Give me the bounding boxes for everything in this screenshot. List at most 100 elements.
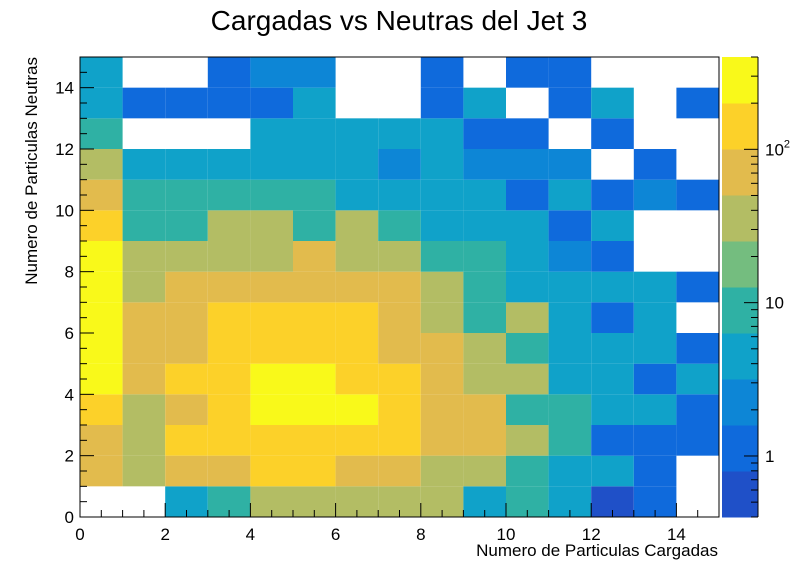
color-scale-segment: [722, 379, 758, 426]
heatmap-bin: [378, 455, 421, 487]
y-axis-ticks: 0 2 4 6 8 10 12 14: [55, 56, 94, 527]
heatmap-bin: [591, 455, 634, 487]
x-tick-label: 8: [416, 525, 425, 544]
heatmap-bin: [207, 57, 251, 88]
heatmap-bin: [548, 179, 592, 211]
heatmap-bin: [591, 118, 634, 149]
heatmap-bin: [591, 333, 634, 364]
heatmap-bin: [548, 333, 592, 364]
heatmap-bin: [80, 302, 123, 333]
x-tick-label: 6: [331, 525, 340, 544]
heatmap-bin: [506, 271, 549, 303]
color-scale-segment: [722, 287, 758, 334]
color-scale-segment: [722, 333, 758, 380]
heatmap-bin: [250, 149, 293, 180]
heatmap-bin: [335, 394, 379, 425]
heatmap-bin: [165, 271, 208, 303]
heatmap-bin: [293, 118, 336, 149]
heatmap-bin: [506, 302, 549, 333]
heatmap-bin: [463, 179, 506, 211]
heatmap-bin: [506, 394, 549, 425]
y-tick-label: 0: [65, 508, 74, 527]
heatmap-bin: [165, 87, 208, 119]
chart-title: Cargadas vs Neutras del Jet 3: [211, 5, 588, 36]
heatmap-bin: [335, 210, 379, 241]
heatmap-bin: [80, 333, 123, 364]
heatmap-bin: [293, 425, 336, 456]
color-scale-segment: [722, 103, 758, 150]
y-tick-label: 14: [55, 79, 74, 98]
heatmap-bin: [506, 118, 549, 149]
color-scale-segment: [722, 471, 758, 518]
heatmap-bin: [378, 179, 421, 211]
heatmap-bin: [633, 394, 677, 425]
x-tick-label: 2: [160, 525, 169, 544]
color-scale-segment: [722, 195, 758, 242]
heatmap-bin: [122, 333, 166, 364]
heatmap-bin: [250, 271, 293, 303]
heatmap-bin: [293, 455, 336, 487]
y-tick-label: 2: [65, 447, 74, 466]
heatmap-bin: [591, 210, 634, 241]
heatmap-bin: [122, 149, 166, 180]
heatmap-bin: [506, 210, 549, 241]
heatmap-bin: [122, 87, 166, 119]
heatmap-bin: [378, 363, 421, 395]
heatmap-bin: [207, 87, 251, 119]
heatmap-bin: [122, 179, 166, 211]
heatmap-bin: [80, 363, 123, 395]
heatmap-bin: [80, 425, 123, 456]
x-tick-label: 4: [246, 525, 255, 544]
heatmap-bin: [335, 179, 379, 211]
heatmap-bin: [591, 363, 634, 395]
z-tick-label: 102: [765, 138, 790, 159]
heatmap-bin: [591, 87, 634, 119]
heatmap-bin: [207, 425, 251, 456]
heatmap-bin: [293, 333, 336, 364]
x-tick-label: 14: [667, 525, 686, 544]
z-tick-label: 1: [765, 447, 774, 466]
heatmap-bin: [506, 241, 549, 272]
heatmap-bin: [122, 363, 166, 395]
heatmap-bin: [506, 149, 549, 180]
heatmap-bin: [335, 425, 379, 456]
heatmap-bins: [80, 57, 719, 517]
heatmap-bin: [250, 118, 293, 149]
heatmap-bin: [633, 149, 677, 180]
heatmap-bin: [335, 302, 379, 333]
heatmap-bin: [633, 455, 677, 487]
heatmap-bin: [335, 455, 379, 487]
heatmap-bin: [463, 210, 506, 241]
heatmap-bin: [548, 363, 592, 395]
heatmap-bin: [165, 210, 208, 241]
heatmap-bin: [420, 302, 464, 333]
color-scale-segment: [722, 425, 758, 472]
heatmap-bin: [335, 241, 379, 272]
heatmap-bin: [80, 455, 123, 487]
heatmap-bin: [80, 149, 123, 180]
heatmap-bin: [293, 87, 336, 119]
heatmap-bin: [420, 179, 464, 211]
heatmap-bin: [293, 363, 336, 395]
heatmap-bin: [591, 425, 634, 456]
heatmap-bin: [165, 241, 208, 272]
heatmap-bin: [463, 425, 506, 456]
heatmap-bin: [165, 425, 208, 456]
heatmap-bin: [548, 394, 592, 425]
heatmap-bin: [420, 241, 464, 272]
heatmap-bin: [463, 455, 506, 487]
heatmap-bin: [80, 271, 123, 303]
heatmap-bin: [335, 363, 379, 395]
heatmap-bin: [80, 241, 123, 272]
heatmap-bin: [165, 302, 208, 333]
heatmap-bin: [676, 333, 719, 364]
heatmap-bin: [591, 241, 634, 272]
heatmap-bin: [122, 394, 166, 425]
heatmap-bin: [420, 210, 464, 241]
heatmap-bin: [506, 333, 549, 364]
heatmap-bin: [420, 333, 464, 364]
heatmap-bin: [207, 455, 251, 487]
heatmap-bin: [122, 271, 166, 303]
heatmap-bin: [676, 425, 719, 456]
heatmap-bin: [420, 363, 464, 395]
